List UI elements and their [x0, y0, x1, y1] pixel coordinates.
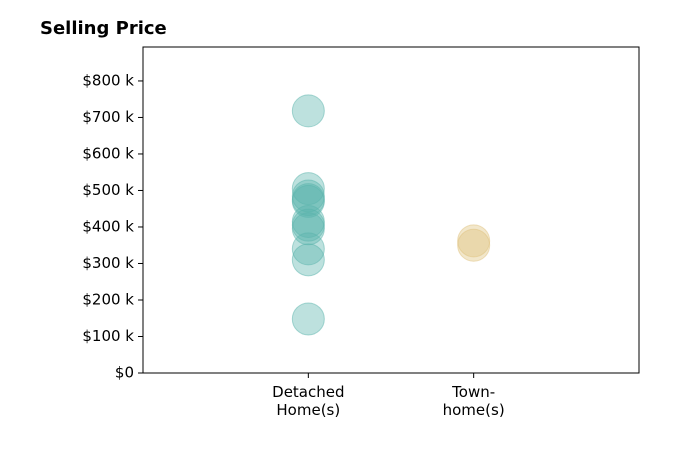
- point: [291, 232, 325, 266]
- y-tick-label: $0: [115, 364, 134, 382]
- point: [457, 228, 491, 262]
- point: [291, 243, 325, 277]
- x-tick-label: Detached Home(s): [272, 383, 345, 419]
- y-tick-label: $600 k: [82, 144, 134, 162]
- y-tick-label: $200 k: [82, 290, 134, 308]
- y-tick-label: $100 k: [82, 327, 134, 345]
- point: [291, 184, 325, 218]
- point: [291, 302, 325, 336]
- x-tick-label: Town- home(s): [442, 383, 505, 419]
- point: [457, 224, 491, 258]
- point: [291, 172, 325, 206]
- y-tick-label: $500 k: [82, 181, 134, 199]
- y-tick-label: $400 k: [82, 217, 134, 235]
- y-tick-label: $800 k: [82, 71, 134, 89]
- chart-title: Selling Price: [40, 18, 167, 39]
- point: [291, 94, 325, 128]
- y-tick-label: $300 k: [82, 254, 134, 272]
- y-tick-label: $700 k: [82, 108, 134, 126]
- point: [291, 212, 325, 246]
- plot-frame: [142, 46, 640, 374]
